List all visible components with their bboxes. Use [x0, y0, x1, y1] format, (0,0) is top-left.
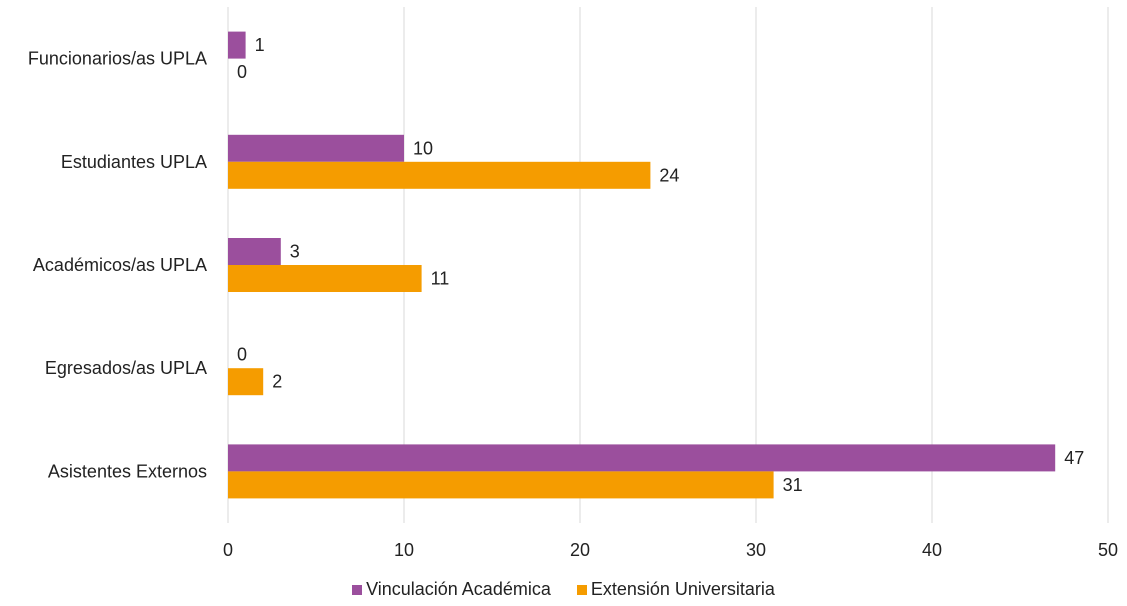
bar-extension [228, 265, 422, 292]
x-tick-label: 50 [1098, 540, 1118, 560]
legend-item-vinculacion: Vinculación Académica [352, 579, 551, 600]
x-tick-label: 20 [570, 540, 590, 560]
legend: Vinculación Académica Extensión Universi… [0, 579, 1127, 600]
data-label: 31 [783, 475, 803, 495]
data-label: 3 [290, 242, 300, 262]
legend-item-extension: Extensión Universitaria [576, 579, 775, 600]
x-tick-label: 40 [922, 540, 942, 560]
data-label: 0 [237, 345, 247, 365]
bar-vinculacion [228, 134, 404, 162]
y-category-label: Egresados/as UPLA [45, 358, 207, 378]
data-label: 11 [431, 269, 450, 289]
data-label: 0 [237, 62, 247, 82]
y-category-label: Funcionarios/as UPLA [28, 49, 207, 69]
y-category-label: Asistentes Externos [48, 461, 207, 481]
y-category-label: Estudiantes UPLA [61, 152, 207, 172]
data-label: 2 [272, 372, 282, 392]
data-label: 1 [255, 35, 265, 55]
data-label: 24 [659, 165, 679, 185]
x-tick-label: 30 [746, 540, 766, 560]
bar-extension [228, 161, 651, 189]
bar-vinculacion [228, 31, 246, 59]
legend-swatch-vinculacion [352, 584, 363, 595]
bar-vinculacion [228, 444, 1056, 472]
data-label: 47 [1064, 448, 1084, 468]
bar-extension [228, 471, 774, 499]
legend-label-vinculacion: Vinculación Académica [366, 579, 551, 599]
x-tick-label: 0 [223, 540, 233, 560]
data-label: 10 [413, 138, 433, 158]
legend-label-extension: Extensión Universitaria [590, 579, 775, 599]
bar-vinculacion [228, 238, 281, 265]
y-category-label: Académicos/as UPLA [33, 255, 207, 275]
legend-swatch-extension [576, 584, 587, 595]
x-tick-label: 10 [394, 540, 414, 560]
bar-extension [228, 368, 264, 396]
